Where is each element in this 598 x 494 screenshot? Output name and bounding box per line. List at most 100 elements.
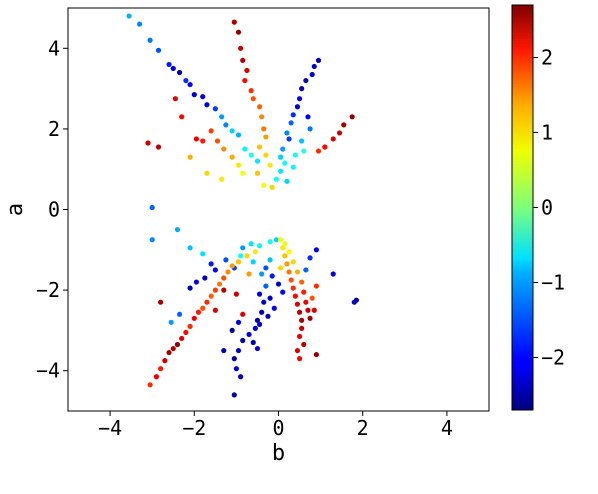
- data-point-8: [187, 81, 193, 88]
- data-point-121: [168, 319, 174, 325]
- data-point-160: [294, 301, 301, 307]
- data-point-27: [250, 96, 256, 102]
- x-tick-label: 4: [441, 416, 453, 440]
- data-point-22: [238, 45, 244, 51]
- data-point-33: [263, 152, 269, 158]
- data-point-135: [200, 305, 206, 311]
- data-point-123: [147, 382, 153, 388]
- data-point-20: [231, 19, 237, 25]
- data-point-88: [212, 267, 218, 273]
- data-point-32: [256, 144, 263, 150]
- data-point-12: [212, 106, 218, 112]
- data-point-15: [229, 128, 235, 134]
- data-point-110: [254, 345, 261, 352]
- data-point-91: [187, 285, 193, 291]
- data-point-64: [280, 146, 286, 152]
- y-axis: −4 −2 0 2 4: [36, 36, 68, 383]
- data-point-0: [126, 13, 132, 19]
- data-point-189: [269, 273, 275, 279]
- data-point-164: [296, 333, 303, 340]
- data-point-2: [147, 37, 153, 43]
- data-point-138: [212, 287, 218, 293]
- data-point-171: [299, 279, 305, 285]
- data-point-194: [265, 313, 271, 319]
- data-point-103: [256, 291, 263, 297]
- data-point-137: [208, 293, 214, 299]
- data-point-38: [208, 128, 214, 134]
- data-point-145: [252, 249, 258, 255]
- data-point-133: [191, 315, 197, 321]
- data-point-34: [267, 162, 273, 168]
- y-axis-label: a: [3, 203, 28, 216]
- data-point-86: [200, 251, 206, 257]
- data-point-116: [231, 392, 237, 398]
- data-point-118: [229, 327, 235, 333]
- data-point-89: [202, 275, 208, 281]
- data-point-28: [256, 104, 263, 110]
- data-point-142: [229, 263, 235, 269]
- data-point-157: [288, 277, 294, 283]
- data-point-162: [299, 317, 305, 323]
- data-point-78: [336, 130, 343, 136]
- data-point-99: [238, 253, 244, 259]
- data-point-185: [330, 271, 336, 277]
- x-axis-label: b: [272, 441, 285, 466]
- data-point-65: [278, 154, 284, 160]
- data-point-182: [303, 267, 309, 273]
- data-point-48: [193, 136, 200, 142]
- data-point-23: [240, 57, 246, 63]
- data-point-52: [155, 144, 162, 150]
- data-point-97: [267, 239, 273, 245]
- data-point-90: [193, 279, 200, 285]
- data-point-84: [149, 237, 155, 243]
- data-point-76: [349, 114, 355, 120]
- y-tick-label: −4: [36, 359, 60, 383]
- data-point-21: [235, 29, 242, 35]
- data-point-122: [176, 311, 183, 317]
- data-point-102: [263, 283, 269, 289]
- data-point-5: [170, 65, 176, 72]
- data-point-6: [176, 69, 183, 76]
- data-point-124: [153, 374, 160, 380]
- data-point-13: [219, 114, 225, 120]
- data-point-68: [278, 168, 284, 174]
- data-point-26: [248, 88, 254, 94]
- data-point-96: [256, 243, 263, 249]
- data-point-119: [235, 319, 242, 325]
- data-point-149: [158, 299, 164, 305]
- data-point-41: [229, 154, 235, 160]
- data-point-176: [311, 307, 317, 313]
- data-point-146: [221, 287, 227, 293]
- colorbar-tick-label: 0: [541, 196, 553, 220]
- data-point-159: [292, 293, 298, 299]
- data-point-10: [200, 94, 206, 100]
- data-point-111: [240, 337, 246, 344]
- data-point-129: [174, 341, 181, 348]
- data-point-40: [221, 146, 227, 152]
- data-point-83: [174, 227, 181, 233]
- data-point-1: [136, 21, 143, 27]
- data-point-9: [191, 92, 197, 98]
- y-tick-label: 2: [48, 117, 60, 141]
- data-point-51: [145, 140, 151, 146]
- data-point-60: [290, 112, 296, 118]
- data-point-127: [166, 349, 172, 356]
- data-point-151: [246, 271, 252, 277]
- data-point-50: [172, 96, 178, 102]
- colorbar-tick-label: −2: [541, 346, 565, 370]
- y-tick-label: 4: [48, 36, 60, 60]
- data-point-98: [273, 237, 279, 243]
- data-point-11: [204, 102, 210, 108]
- data-point-81: [315, 148, 322, 154]
- data-point-177: [313, 351, 319, 358]
- data-point-167: [296, 356, 303, 362]
- data-point-58: [296, 96, 303, 102]
- x-axis: −4 −2 0 2 4: [98, 411, 453, 440]
- data-point-56: [303, 77, 309, 84]
- data-point-109: [250, 339, 256, 346]
- data-point-57: [299, 86, 305, 92]
- data-point-190: [275, 281, 282, 287]
- x-tick-label: −4: [98, 416, 122, 440]
- data-point-105: [259, 309, 265, 315]
